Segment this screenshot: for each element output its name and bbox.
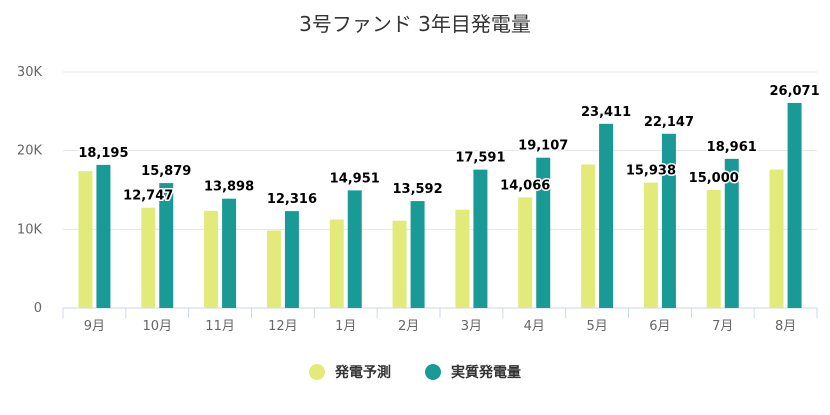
data-label-actual: 19,107 (518, 139, 568, 154)
bar-actual[interactable] (222, 198, 237, 308)
data-label-forecast: 15,000 (689, 171, 739, 186)
data-label-forecast: 15,938 (626, 164, 676, 179)
x-tick-label: 5月 (586, 319, 607, 334)
bar-actual[interactable] (599, 123, 614, 308)
legend-item-actual[interactable]: 実質発電量 (425, 362, 521, 382)
y-tick-label: 30K (17, 65, 43, 80)
bar-actual[interactable] (410, 201, 425, 308)
data-label-actual: 23,411 (581, 105, 631, 120)
bar-forecast[interactable] (769, 169, 784, 308)
legend-label-actual: 実質発電量 (451, 365, 521, 381)
bar-actual[interactable] (724, 158, 739, 308)
bar-forecast[interactable] (455, 209, 470, 308)
bar-forecast[interactable] (204, 210, 219, 308)
bar-actual[interactable] (96, 164, 111, 308)
legend: 発電予測 実質発電量 (0, 362, 830, 382)
x-tick-label: 3月 (461, 319, 482, 334)
legend-label-forecast: 発電予測 (335, 365, 391, 381)
x-tick-label: 11月 (205, 319, 235, 334)
data-label-actual: 12,316 (267, 192, 317, 207)
x-tick-label: 4月 (524, 319, 545, 334)
x-tick-label: 2月 (398, 319, 419, 334)
x-tick-label: 10月 (142, 319, 172, 334)
bar-forecast[interactable] (392, 220, 407, 308)
bar-actual[interactable] (473, 169, 488, 308)
bar-actual[interactable] (347, 190, 362, 308)
bar-actual[interactable] (284, 211, 299, 308)
bar-forecast[interactable] (78, 171, 93, 308)
data-label-actual: 22,147 (644, 115, 694, 130)
bar-forecast[interactable] (141, 207, 156, 308)
legend-item-forecast[interactable]: 発電予測 (309, 362, 391, 382)
x-tick-label: 12月 (268, 319, 298, 334)
data-label-actual: 15,879 (141, 164, 191, 179)
x-tick-label: 1月 (335, 319, 356, 334)
chart-title: 3号ファンド 3年目発電量 (299, 12, 531, 36)
data-label-actual: 14,951 (330, 171, 380, 186)
y-tick-label: 0 (34, 301, 42, 316)
bar-actual[interactable] (159, 183, 174, 308)
y-tick-label: 10K (17, 222, 43, 237)
y-tick-label: 20K (17, 144, 43, 159)
x-tick-label: 7月 (712, 319, 733, 334)
data-label-forecast: 14,066 (500, 178, 550, 193)
bar-actual[interactable] (536, 157, 551, 308)
legend-swatch-forecast (309, 364, 325, 380)
data-label-actual: 13,592 (392, 182, 442, 197)
x-tick-label: 8月 (775, 319, 796, 334)
bar-forecast[interactable] (643, 182, 658, 308)
bar-actual[interactable] (787, 102, 802, 308)
data-label-actual: 13,898 (204, 180, 254, 195)
legend-swatch-actual (425, 364, 441, 380)
bar-actual[interactable] (661, 133, 676, 308)
bar-forecast[interactable] (706, 190, 721, 308)
x-tick-label: 9月 (84, 319, 105, 334)
bar-forecast[interactable] (581, 164, 596, 308)
x-tick-label: 6月 (649, 319, 670, 334)
data-label-actual: 17,591 (455, 151, 505, 166)
data-label-forecast: 12,747 (123, 189, 173, 204)
bar-forecast[interactable] (266, 230, 281, 308)
data-label-actual: 18,195 (78, 146, 128, 161)
bar-forecast[interactable] (518, 197, 533, 308)
bar-forecast[interactable] (329, 219, 344, 309)
data-label-actual: 26,071 (769, 84, 819, 99)
data-label-actual: 18,961 (707, 140, 757, 155)
